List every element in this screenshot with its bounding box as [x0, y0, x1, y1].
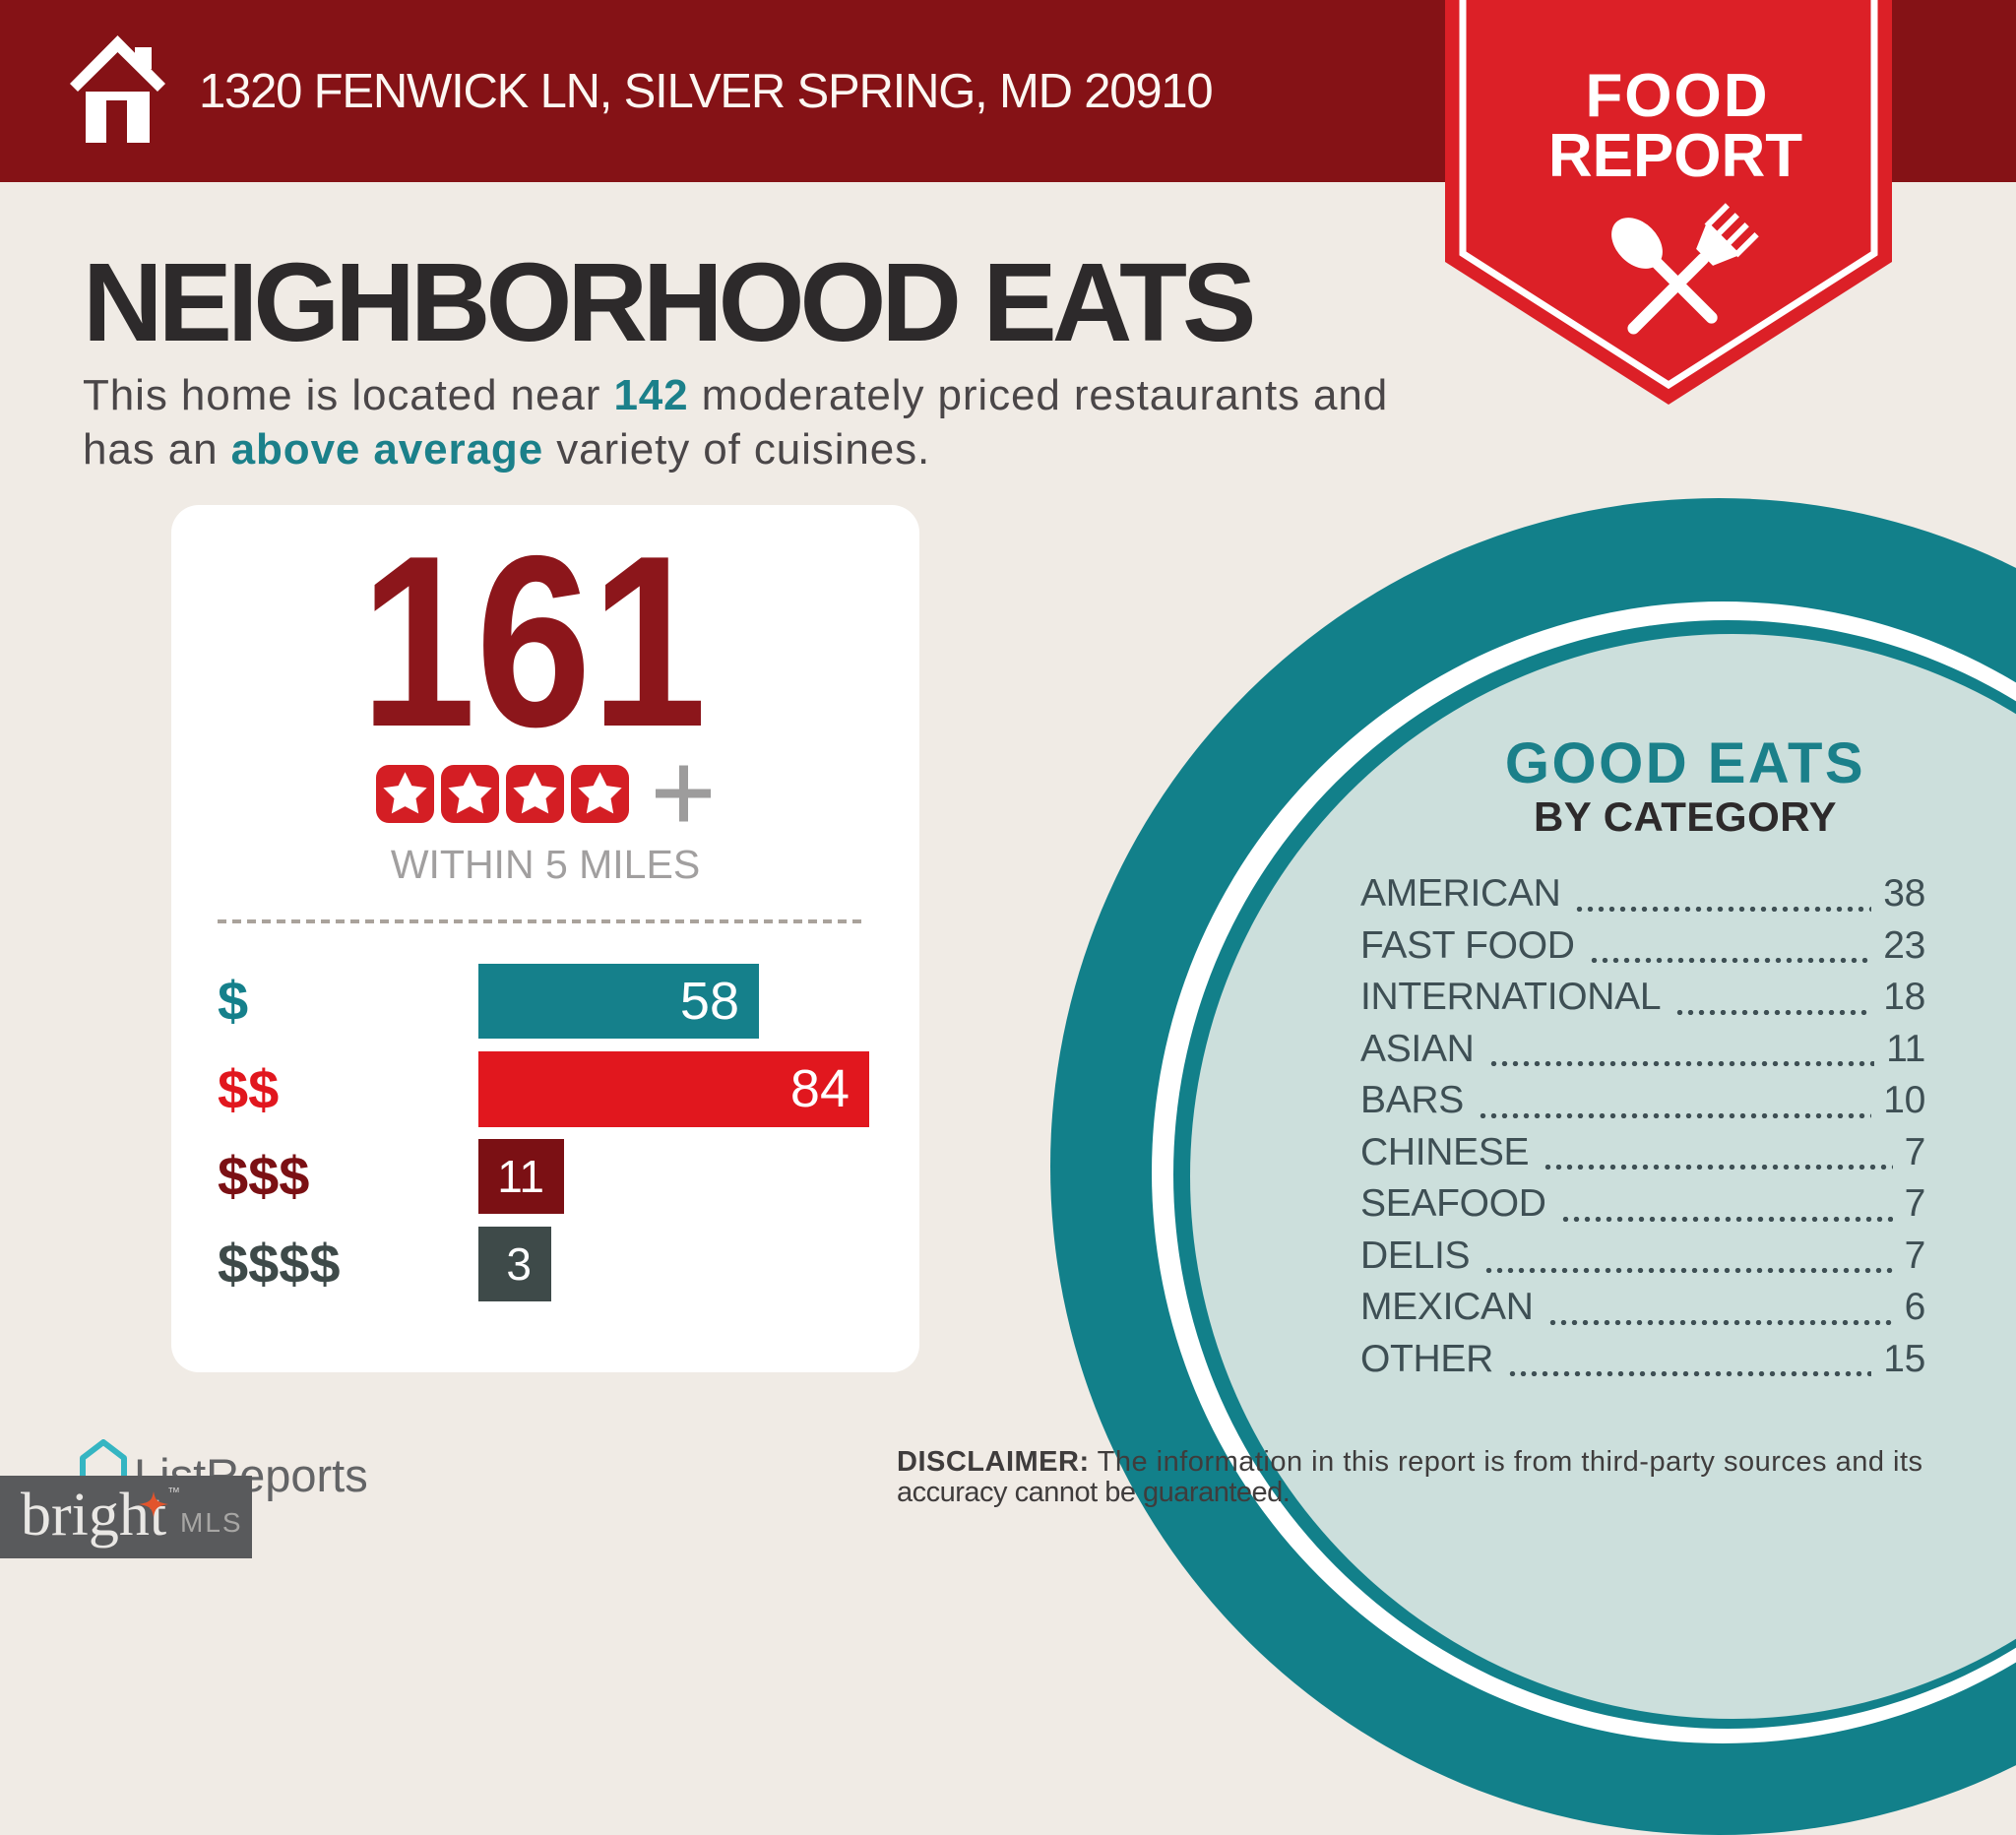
svg-text:REPORT: REPORT: [1548, 122, 1802, 190]
svg-text:FOOD: FOOD: [1585, 62, 1769, 130]
